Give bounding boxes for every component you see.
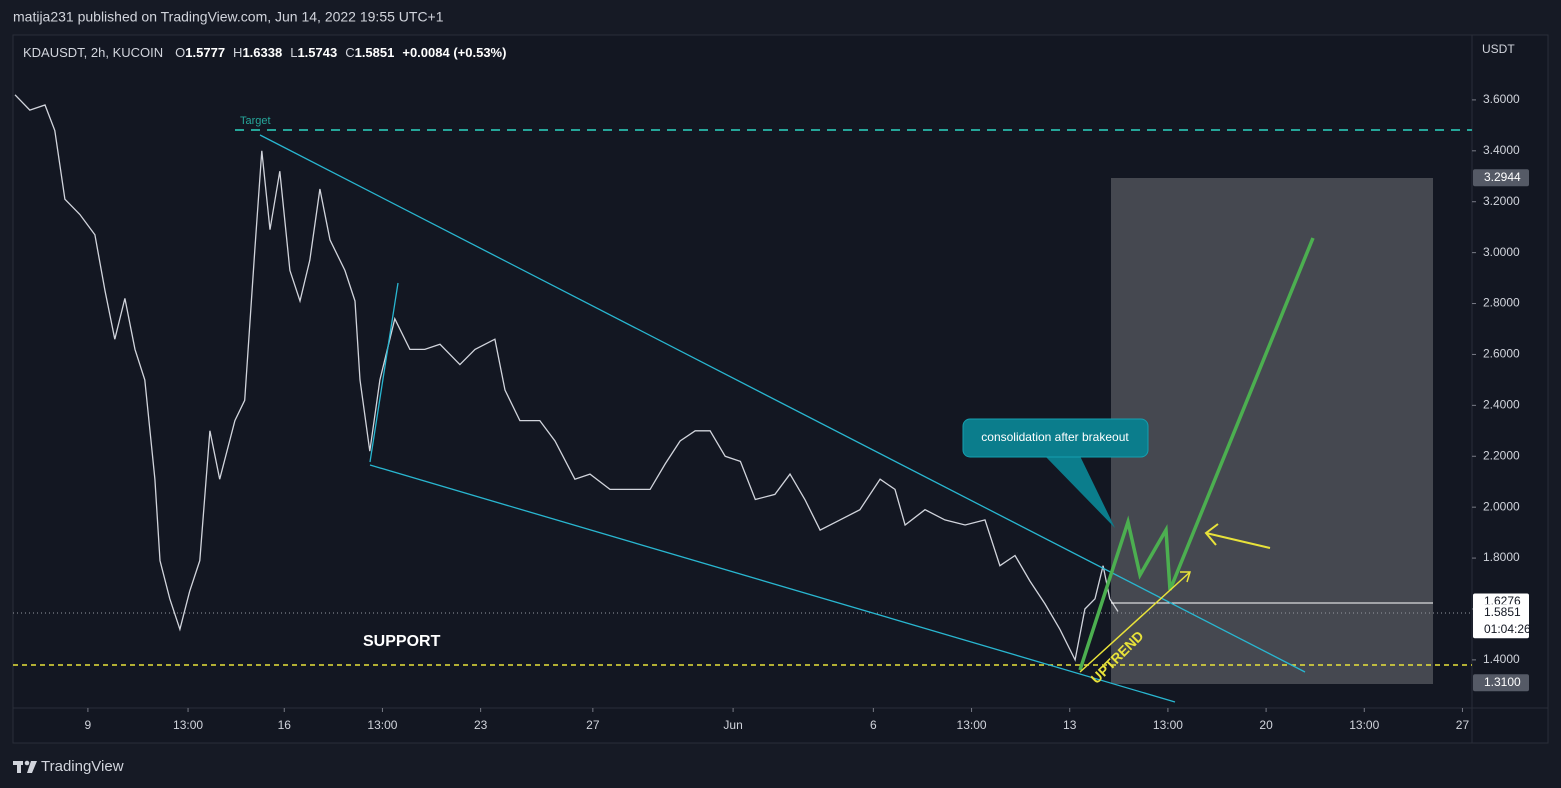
- symbol: KDAUSDT, 2h, KUCOIN: [23, 45, 163, 60]
- callout-pointer: [1045, 456, 1115, 528]
- y-tick-label: 2.8000: [1483, 296, 1520, 310]
- logo-shape: [24, 760, 30, 766]
- y-tick-label: 3.2000: [1483, 194, 1520, 208]
- plot-area: [14, 94, 1119, 662]
- logo-shape: [17, 761, 21, 773]
- uptrend-arrow: [1079, 571, 1191, 673]
- legend-value: 1.5851: [355, 45, 395, 60]
- x-tick-label: 16: [278, 718, 292, 732]
- logo-shape: [27, 761, 37, 773]
- arrow-head: [1204, 523, 1219, 546]
- y-tick-label: 3.4000: [1483, 143, 1520, 157]
- legend-value: 1.5777: [185, 45, 225, 60]
- trend-line: [369, 282, 399, 463]
- price-badge: [1473, 674, 1529, 692]
- legend-key: L: [290, 45, 297, 60]
- price-badge-label: 3.2944: [1484, 170, 1521, 184]
- price-badge-label: 1.3100: [1484, 675, 1521, 689]
- x-tick-label: 13:00: [1349, 718, 1379, 732]
- price-badge: [1473, 604, 1529, 639]
- y-tick-label: 2.4000: [1483, 398, 1520, 412]
- support-label: SUPPORT: [363, 633, 441, 650]
- y-tick-label: 2.0000: [1483, 499, 1520, 513]
- logo: TradingView: [13, 758, 124, 775]
- header: matija231 published on TradingView.com, …: [13, 9, 444, 25]
- x-tick-label: 13:00: [957, 718, 987, 732]
- y-tick-label: 2.6000: [1483, 347, 1520, 361]
- callout-box: [962, 418, 1149, 458]
- x-tick-label: 20: [1259, 718, 1273, 732]
- x-tick-label: 13:00: [367, 718, 397, 732]
- countdown: 01:04:26: [1484, 622, 1531, 636]
- legend-key: O: [175, 45, 185, 60]
- projection-box: [1111, 178, 1433, 684]
- legend-value: 1.6338: [242, 45, 282, 60]
- wedge-upper: [259, 134, 1306, 673]
- change: +0.0084 (+0.53%): [402, 45, 506, 60]
- projection-path: [1078, 237, 1315, 671]
- legend-value: 1.5743: [297, 45, 337, 60]
- price-line: [14, 94, 1119, 662]
- callout-text: consolidation after brakeout: [981, 430, 1129, 444]
- y-tick-label: 1.8000: [1483, 550, 1520, 564]
- pointer-arrow: [1205, 532, 1271, 549]
- y-tick-label: 3.6000: [1483, 92, 1520, 106]
- y-tick-label: 1.4000: [1483, 652, 1520, 666]
- x-tick-label: 27: [586, 718, 600, 732]
- ohlc-legend: KDAUSDT, 2h, KUCOIN O1.5777 H1.6338 L1.5743…: [23, 45, 506, 60]
- legend-key: H: [233, 45, 242, 60]
- drawings: consolidation after brakeout Target SUPP…: [13, 115, 1472, 703]
- price-badge: [1473, 169, 1529, 187]
- x-tick-label: 13: [1063, 718, 1077, 732]
- y-tick-label: 2.2000: [1483, 448, 1520, 462]
- x-tick-label: 13:00: [173, 718, 203, 732]
- x-tick-label: 27: [1456, 718, 1470, 732]
- wedge-lower: [369, 464, 1176, 703]
- arrow-head: [1180, 571, 1192, 583]
- x-tick-label: 23: [474, 718, 488, 732]
- x-tick-label: 6: [870, 718, 877, 732]
- price-badge-label: 1.5851: [1484, 605, 1521, 619]
- target-label: Target: [240, 115, 271, 127]
- x-tick-label: 13:00: [1153, 718, 1183, 732]
- legend-key: C: [345, 45, 354, 60]
- x-tick-label: 9: [85, 718, 92, 732]
- currency: USDT: [1482, 42, 1515, 56]
- logo-text[interactable]: TradingView: [41, 758, 124, 775]
- x-tick-label: Jun: [723, 718, 742, 732]
- chart-panel: [12, 34, 1549, 744]
- y-tick-label: 3.0000: [1483, 245, 1520, 259]
